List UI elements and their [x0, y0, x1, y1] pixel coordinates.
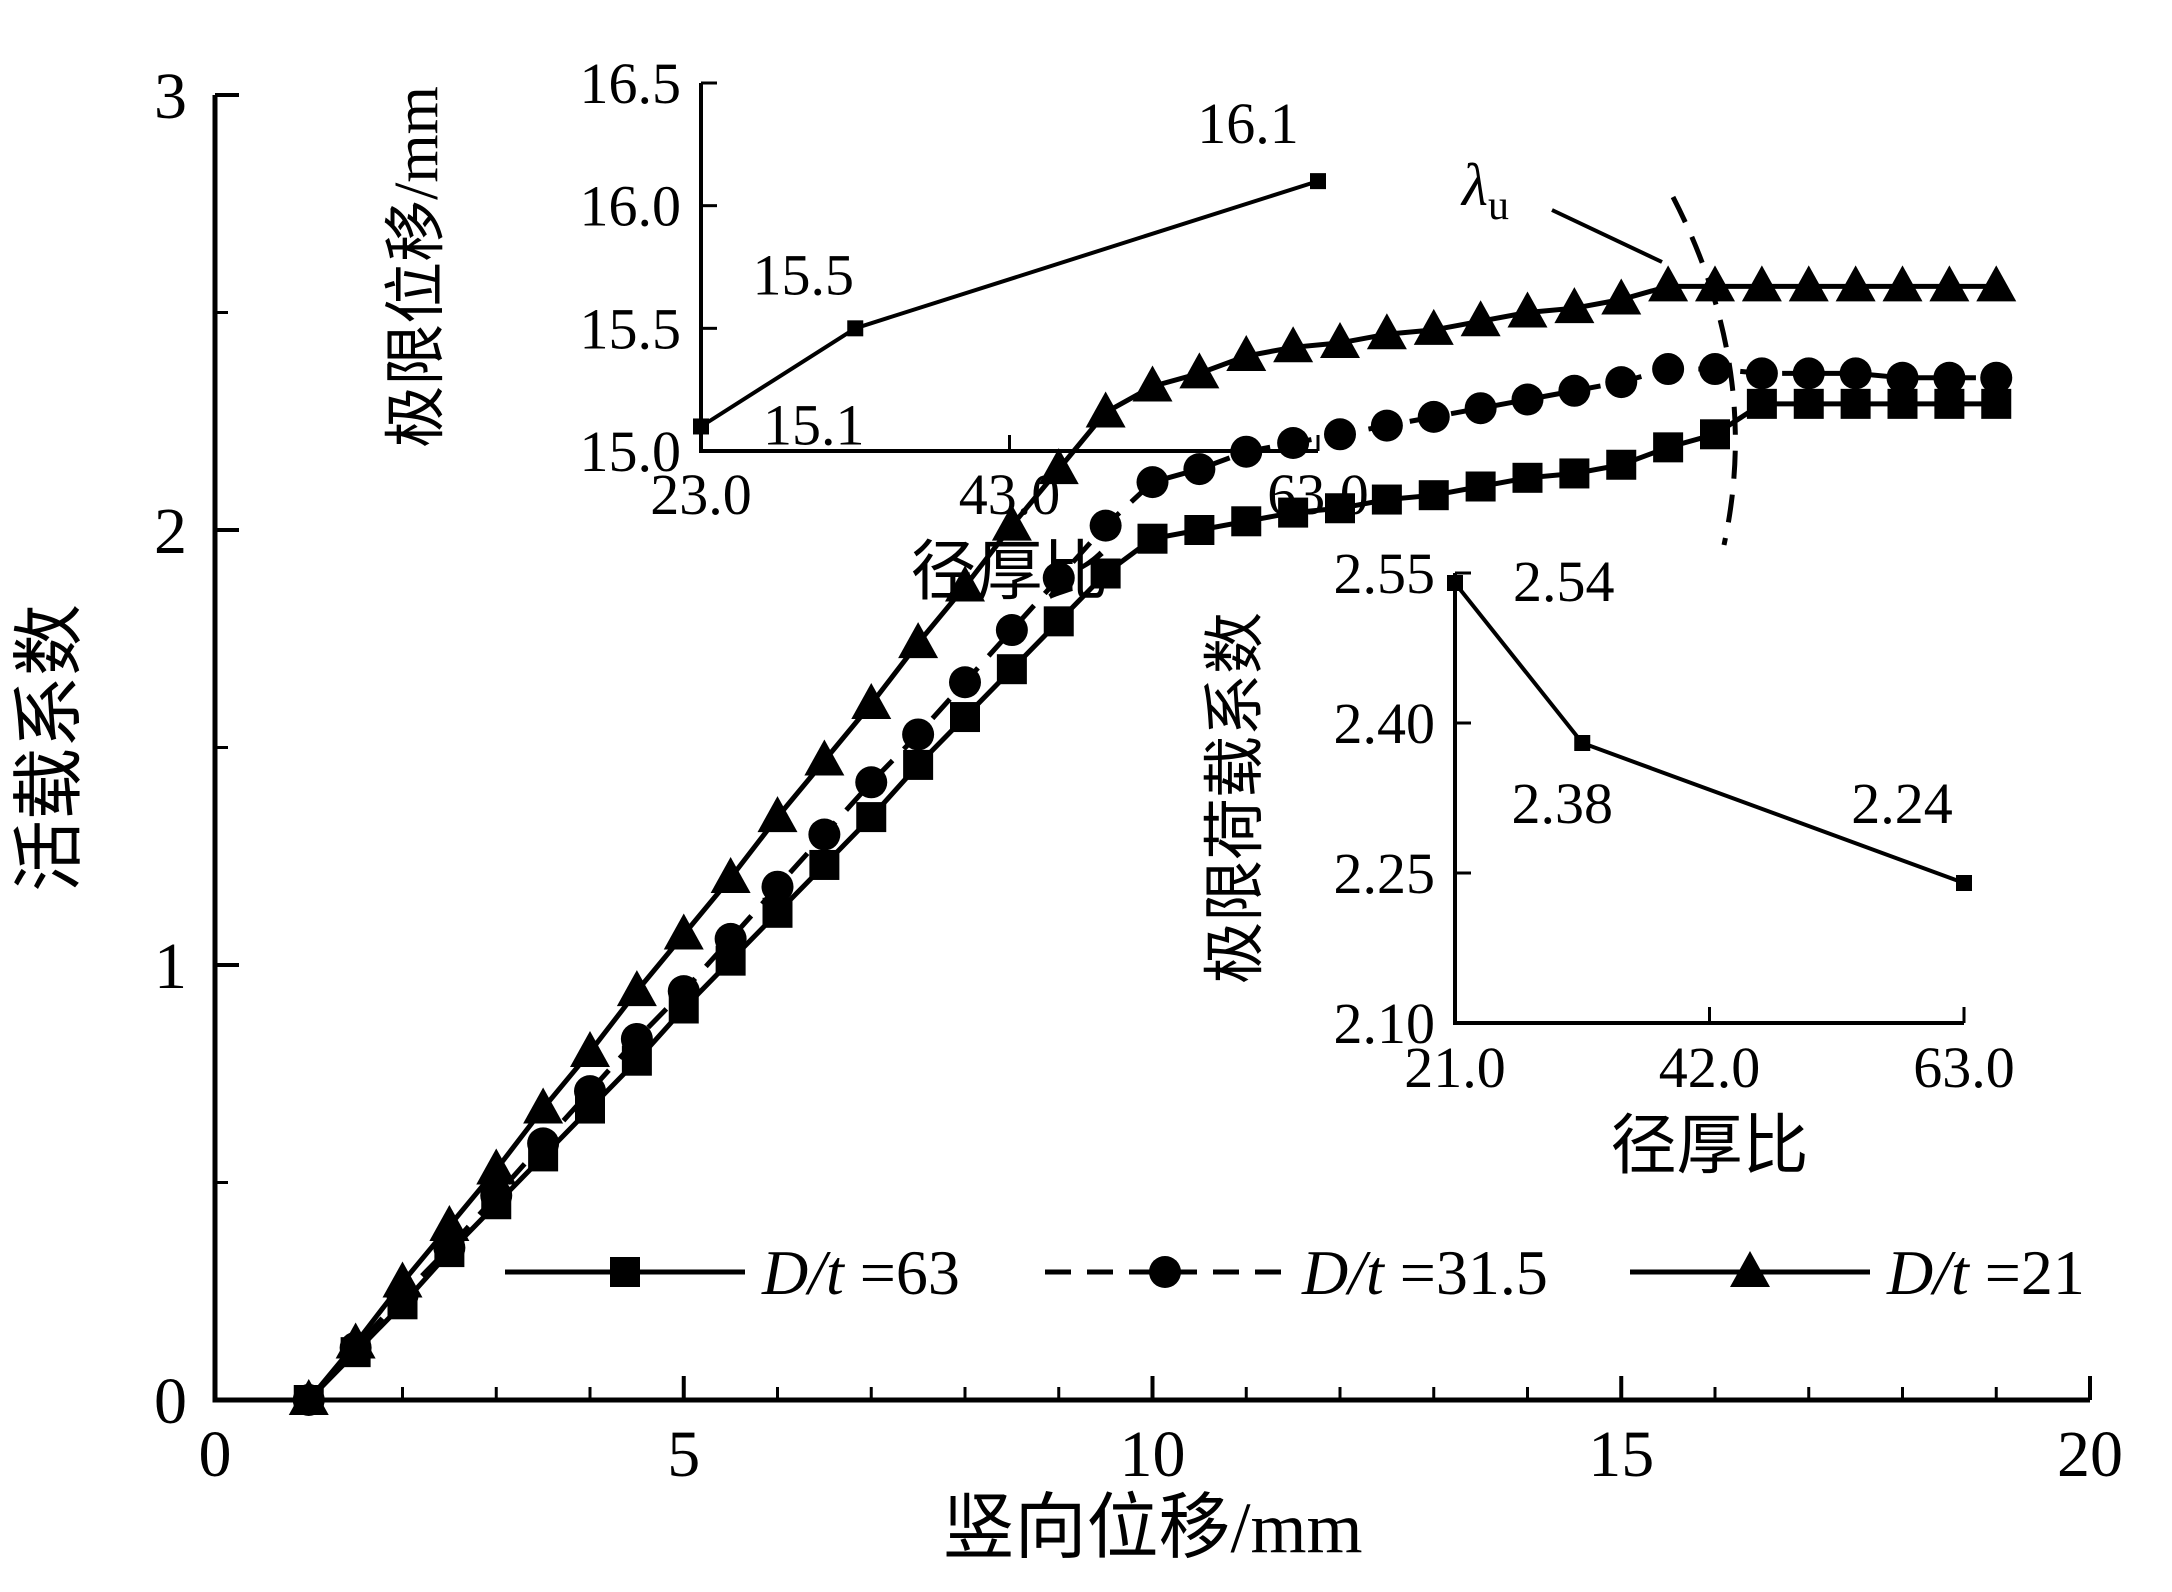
main-x-axis-label: 竖向位移/mm [942, 1488, 1362, 1568]
inset-load-factor-point-label: 2.54 [1513, 549, 1615, 614]
legend-label: D/t =21 [1886, 1237, 2085, 1308]
legend-label: D/t =31.5 [1301, 1237, 1548, 1308]
main-x-tick-label: 20 [2057, 1418, 2123, 1491]
main-y-tick-label: 0 [154, 1365, 187, 1438]
inset-load-factor-x-tick-label: 63.0 [1913, 1035, 2015, 1100]
inset-load-factor-point-label: 2.38 [1512, 771, 1614, 836]
main-y-tick-label: 3 [154, 60, 187, 133]
inset-displacement-y-tick-label: 16.5 [580, 51, 682, 116]
inset-load-factor-point-label: 2.24 [1851, 771, 1953, 836]
inset-displacement: 23.0 43.0 63.0 15.0 15.5 16.0 16.5 径厚比 极限位移/mm 15… [383, 51, 1369, 609]
series-dt315 [292, 353, 2013, 1416]
inset-displacement-point-label: 16.1 [1197, 91, 1299, 156]
inset-load-factor-x-tick-label: 21.0 [1404, 1035, 1506, 1100]
inset-load-factor-x-tick-label: 42.0 [1659, 1035, 1761, 1100]
main-x-tick-label: 5 [667, 1418, 700, 1491]
inset-displacement-x-tick-label: 43.0 [959, 462, 1061, 527]
legend-item-dt315: D/t =31.5 [1045, 1237, 1548, 1308]
inset-load-factor-y-tick-label: 2.40 [1334, 691, 1436, 756]
main-x-tick-label: 15 [1588, 1418, 1654, 1491]
inset-displacement-point-label: 15.5 [753, 242, 855, 307]
inset-displacement-y-tick-label: 15.0 [580, 419, 682, 484]
inset-displacement-y-tick-label: 16.0 [580, 174, 682, 239]
inset-load-factor: 21.0 42.0 63.0 2.10 2.25 2.40 2.55 径厚比 极限荷载系数 2.5… [1202, 541, 2015, 1183]
inset-load-factor-x-axis-label: 径厚比 [1611, 1110, 1809, 1183]
inset-displacement-x-tick-label: 63.0 [1267, 462, 1369, 527]
inset-load-factor-y-tick-label: 2.10 [1334, 991, 1436, 1056]
lambda-u-label: λu [1460, 152, 1509, 229]
main-plot: 0 5 10 15 20 0 1 2 3 竖向位移/mm 活载系数 λu D/t =63 D/t =31.… [10, 60, 2123, 1568]
inset-displacement-point-label: 15.1 [763, 392, 865, 457]
legend-item-dt63: D/t =63 [505, 1237, 960, 1308]
inset-load-factor-y-axis-label: 极限荷载系数 [1202, 612, 1270, 984]
main-y-axis-label: 活载系数 [10, 604, 90, 892]
main-y-tick-label: 1 [154, 930, 187, 1003]
series-dt21 [288, 265, 2017, 1415]
lambda-u-annotation: λu [1460, 152, 1738, 546]
legend: D/t =63 D/t =31.5 D/t =21 [505, 1237, 2085, 1308]
inset-load-factor-y-tick-label: 2.55 [1334, 541, 1436, 606]
inset-load-factor-y-tick-label: 2.25 [1334, 841, 1436, 906]
inset-displacement-x-axis-label: 径厚比 [911, 536, 1109, 609]
main-y-tick-label: 2 [154, 495, 187, 568]
inset-displacement-x-tick-label: 23.0 [650, 462, 752, 527]
main-x-tick-label: 10 [1120, 1418, 1186, 1491]
lambda-u-pointer-line [1551, 208, 1663, 264]
legend-item-dt21: D/t =21 [1630, 1237, 2085, 1308]
ultimate-locus-dashed-curve [1670, 195, 1738, 546]
main-x-tick-label: 0 [199, 1418, 232, 1491]
inset-displacement-y-axis-label: 极限位移/mm [383, 86, 451, 448]
inset-displacement-y-tick-label: 15.5 [580, 296, 682, 361]
legend-label: D/t =63 [761, 1237, 960, 1308]
series-dt63 [293, 388, 2012, 1415]
